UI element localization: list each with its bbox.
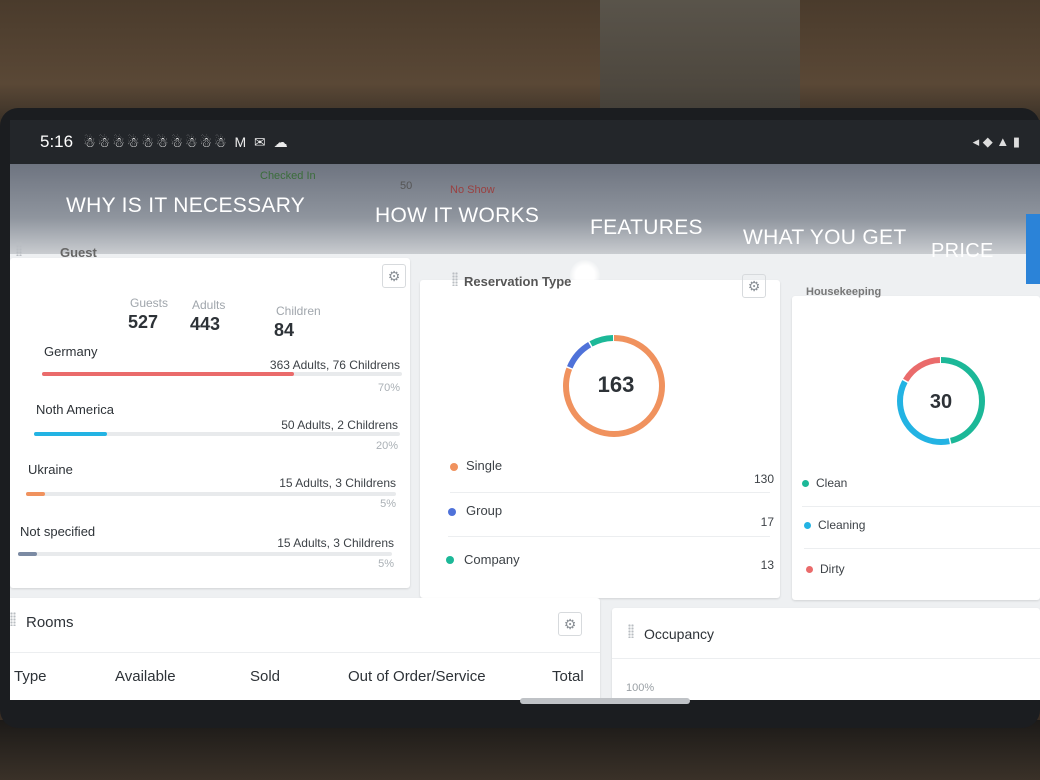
group-dot (448, 508, 456, 516)
drag-handle-icon[interactable] (16, 242, 22, 256)
adults-label: Adults (192, 298, 226, 312)
company-dot (446, 556, 454, 564)
country-progress-bar (26, 492, 396, 496)
cleaning-dot (804, 522, 811, 529)
legend-divider (450, 492, 770, 493)
rooms-col-total: Total (552, 668, 584, 685)
checked-in-label: Checked In (260, 170, 316, 182)
legend-clean-label: Clean (816, 476, 848, 490)
status-time: 5:16 (40, 132, 74, 151)
nav-cta-button[interactable] (1026, 214, 1040, 284)
country-percent: 20% (375, 440, 398, 452)
country-detail: 50 Adults, 2 Childrens (281, 418, 398, 432)
housekeeping-donut-chart (897, 357, 985, 445)
country-percent: 5% (380, 498, 396, 510)
legend-divider (448, 536, 770, 537)
rooms-col-out-of-order: Out of Order/Service (348, 668, 486, 685)
occupancy-card-title: Occupancy (644, 626, 715, 642)
children-label: Children (276, 304, 321, 318)
legend-cleaning-label: Cleaning (818, 518, 866, 532)
country-detail: 15 Adults, 3 Childrens (279, 476, 396, 490)
home-indicator[interactable] (520, 698, 690, 704)
country-progress-fill (42, 372, 294, 376)
legend-dirty-label: Dirty (820, 562, 845, 576)
dirty-dot (806, 566, 813, 573)
reservation-card-title: Reservation Type (464, 274, 572, 289)
country-detail: 363 Adults, 76 Childrens (269, 358, 400, 372)
legend-divider (804, 548, 1040, 549)
notification-icons: ☃☃☃☃☃☃☃☃☃☃ M ✉ ☁ (83, 133, 290, 150)
country-percent: 70% (377, 382, 400, 394)
rooms-col-type: Type (14, 668, 47, 685)
guest-settings-gear-icon[interactable]: ⚙ (382, 264, 406, 288)
nav-what-you-get[interactable]: WHAT YOU GET (743, 226, 907, 249)
rooms-header-divider (10, 652, 600, 653)
occupancy-card: Occupancy 100% (612, 608, 1040, 700)
country-progress-fill (34, 432, 108, 436)
drag-handle-icon[interactable] (10, 612, 16, 626)
country-percent: 5% (378, 558, 394, 570)
nav-why-is-it-necessary[interactable]: WHY IS IT NECESSARY (66, 194, 306, 217)
phone-screen: 5:16 ☃☃☃☃☃☃☃☃☃☃ M ✉ ☁ ◂ ◆ ▲ ▮ Checked In… (10, 120, 1040, 700)
housekeeping-total: 30 (929, 391, 953, 413)
legend-group-value: 17 (760, 515, 774, 529)
donut-slice-clean (897, 357, 985, 445)
single-dot (450, 463, 458, 471)
rooms-settings-gear-icon[interactable]: ⚙ (558, 612, 582, 636)
nav-features[interactable]: FEATURES (590, 216, 703, 239)
rooms-card: Rooms ⚙ Type Available Sold Out of Order… (10, 598, 600, 700)
clean-dot (802, 480, 809, 487)
legend-company-label: Company (464, 552, 520, 567)
housekeeping-card-title: Housekeeping (806, 286, 882, 298)
country-name: Germany (44, 344, 98, 359)
rooms-col-sold: Sold (250, 668, 281, 685)
nav-price[interactable]: PRICE (931, 240, 994, 262)
signal-icons: ◂ ◆ ▲ ▮ (972, 134, 1020, 149)
rooms-card-title: Rooms (26, 614, 74, 631)
housekeeping-card: Housekeeping 30 Clean Cleaning Dirty (792, 286, 1040, 600)
country-progress-bar (18, 552, 392, 556)
status-bar: 5:16 ☃☃☃☃☃☃☃☃☃☃ M ✉ ☁ ◂ ◆ ▲ ▮ (10, 120, 1040, 164)
no-show-label: No Show (450, 184, 495, 196)
background-bottom (0, 720, 1040, 780)
country-name: Ukraine (28, 462, 73, 477)
guests-value: 527 (128, 312, 159, 332)
reservation-donut-chart (563, 335, 665, 437)
country-name: Noth America (36, 402, 115, 417)
nav-how-it-works[interactable]: HOW IT WORKS (375, 204, 540, 227)
rooms-col-available: Available (115, 668, 176, 685)
legend-single-value: 130 (753, 472, 774, 486)
legend-single-label: Single (466, 458, 503, 473)
country-detail: 15 Adults, 3 Childrens (277, 536, 394, 550)
children-value: 84 (274, 320, 295, 340)
checked-in-value: 50 (400, 180, 413, 192)
reservation-type-card: Reservation Type ⚙ 163 Single 130 Group … (420, 272, 780, 598)
occupancy-header-divider (612, 658, 1040, 659)
country-progress-fill (18, 552, 37, 556)
legend-divider (802, 506, 1040, 507)
drag-handle-icon[interactable] (452, 272, 458, 286)
guest-card: Guest ⚙ Guests 527 Adults 443 Children 8… (10, 242, 410, 588)
country-name: Not specified (20, 524, 96, 539)
country-progress-bar (34, 432, 400, 436)
reservation-settings-gear-icon[interactable]: ⚙ (742, 274, 766, 298)
legend-company-value: 13 (760, 558, 774, 572)
top-navigation: Checked In 50 No Show WHY IS IT NECESSAR… (10, 164, 1040, 284)
country-progress-fill (26, 492, 45, 496)
guests-label: Guests (130, 296, 169, 310)
donut-slice-cleaning (897, 357, 985, 445)
reservation-total: 163 (597, 372, 635, 397)
legend-group-label: Group (466, 503, 503, 518)
country-progress-bar (42, 372, 402, 376)
drag-handle-icon[interactable] (628, 624, 634, 638)
adults-value: 443 (190, 314, 221, 334)
donut-slice-single (563, 335, 665, 437)
occupancy-axis-label: 100% (626, 682, 655, 694)
guest-card-title: Guest (60, 245, 97, 260)
